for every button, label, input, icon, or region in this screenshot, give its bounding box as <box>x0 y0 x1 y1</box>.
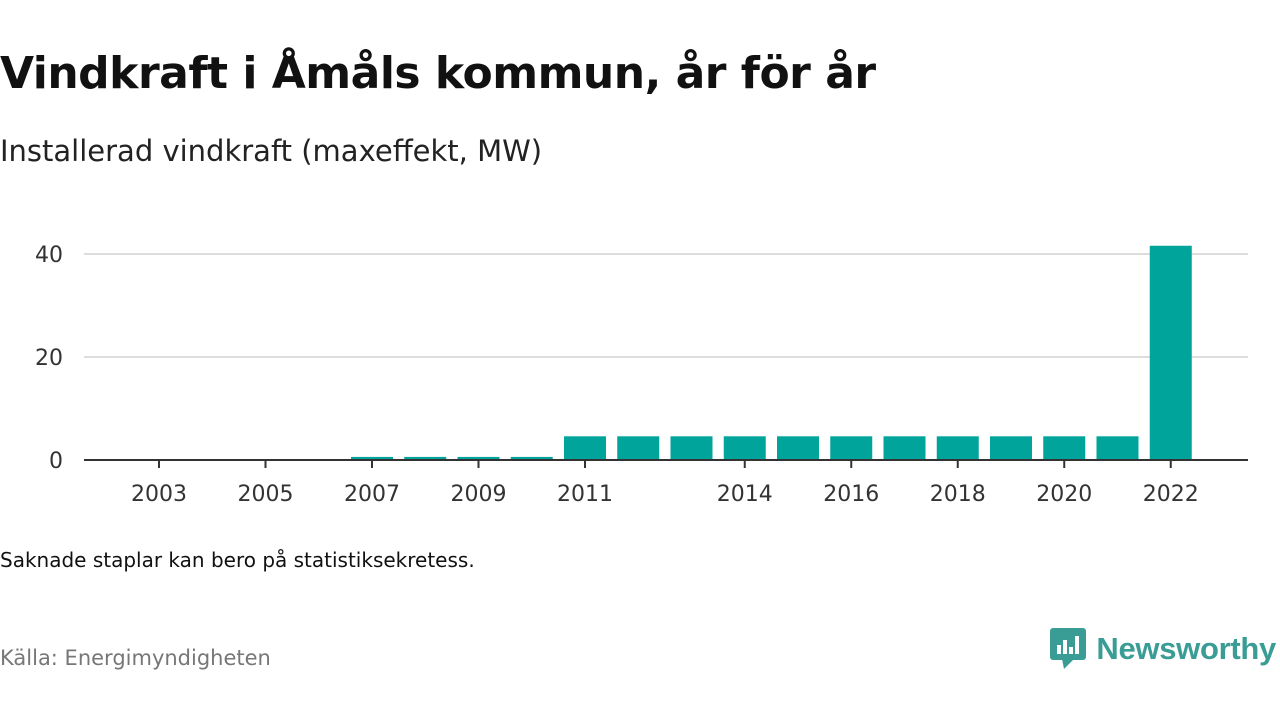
x-tick-label-2003: 2003 <box>131 482 187 507</box>
bar-2012 <box>617 436 660 460</box>
x-tick-label-2011: 2011 <box>557 482 613 507</box>
x-tick-label-2005: 2005 <box>238 482 294 507</box>
y-tick-labels: 0 20 40 <box>35 243 63 474</box>
bar-2007 <box>351 456 393 460</box>
newsworthy-logo-icon <box>1050 628 1087 669</box>
x-axis <box>84 459 1248 468</box>
bar-2018 <box>936 436 979 460</box>
bar-2014 <box>723 436 766 460</box>
x-tick-label-2016: 2016 <box>823 482 879 507</box>
x-tick-label-2022: 2022 <box>1143 482 1199 507</box>
bars <box>351 245 1192 460</box>
y-tick-label-0: 0 <box>49 449 63 474</box>
bar-2022 <box>1149 245 1192 460</box>
bar-2019 <box>990 436 1032 460</box>
y-tick-label-40: 40 <box>35 243 63 268</box>
x-tick-label-2020: 2020 <box>1036 482 1092 507</box>
y-tick-label-20: 20 <box>35 346 63 371</box>
x-tick-label-2009: 2009 <box>451 482 507 507</box>
x-tick-label-2018: 2018 <box>930 482 986 507</box>
gridlines <box>84 253 1248 358</box>
bar-2017 <box>883 436 926 460</box>
chart-title: Vindkraft i Åmåls kommun, år för år <box>0 48 876 99</box>
bar-2020 <box>1043 436 1086 460</box>
source-label: Källa: Energimyndigheten <box>0 646 271 670</box>
bar-2011 <box>564 436 606 460</box>
bar-2010 <box>510 456 553 460</box>
chart-subtitle: Installerad vindkraft (maxeffekt, MW) <box>0 134 543 168</box>
bar-2008 <box>404 456 447 460</box>
newsworthy-logo-text: Newsworthy <box>1096 631 1276 666</box>
x-tick-label-2014: 2014 <box>717 482 773 507</box>
bar-2016 <box>830 436 873 460</box>
bar-2021 <box>1096 436 1139 460</box>
bar-2013 <box>670 436 713 460</box>
bar-2009 <box>457 456 500 460</box>
x-tick-label-2007: 2007 <box>344 482 400 507</box>
x-tick-labels: 2003 2005 2007 2009 2011 2014 2016 2018 2020 2022 <box>131 482 1199 507</box>
newsworthy-logo[interactable]: Newsworthy <box>1050 628 1276 670</box>
bar-2015 <box>777 436 819 460</box>
footnote: Saknade staplar kan bero på statistiksek… <box>0 548 475 572</box>
